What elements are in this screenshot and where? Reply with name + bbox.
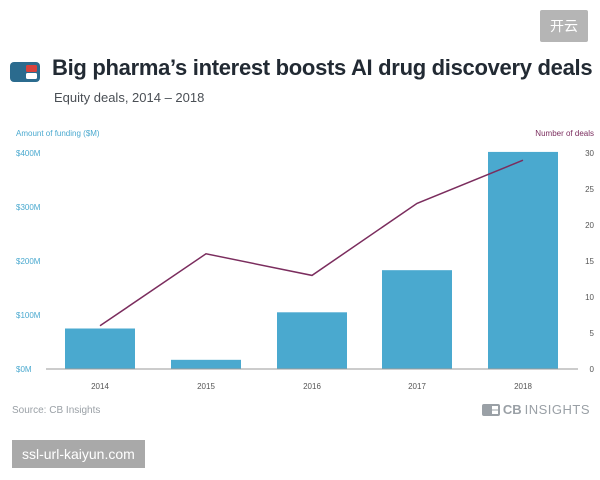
chart-title: Big pharma’s interest boosts AI drug dis… bbox=[52, 55, 593, 80]
brand-bold-text: CB bbox=[502, 402, 522, 417]
right-tick-label: 20 bbox=[585, 221, 594, 230]
x-axis: 2014 2015 2016 2017 2018 bbox=[91, 382, 532, 391]
funding-bar bbox=[277, 312, 347, 369]
funding-bar bbox=[65, 328, 135, 369]
cb-insights-brand: CB INSIGHTS bbox=[481, 402, 590, 417]
cb-insights-logo-icon bbox=[481, 403, 500, 416]
right-tick-label: 0 bbox=[590, 365, 595, 374]
funding-bar bbox=[171, 359, 241, 369]
brand-light-text: INSIGHTS bbox=[524, 402, 590, 417]
right-tick-label: 10 bbox=[585, 293, 594, 302]
right-axis: 0 5 10 15 20 25 30 bbox=[585, 149, 594, 374]
left-tick-label: $300M bbox=[16, 203, 41, 212]
line-series bbox=[99, 159, 524, 327]
x-tick-label: 2015 bbox=[197, 382, 215, 391]
right-tick-label: 5 bbox=[590, 329, 595, 338]
funding-bar bbox=[488, 151, 558, 369]
x-tick-label: 2018 bbox=[514, 382, 532, 391]
chart: Amount of funding ($M) Number of deals $… bbox=[16, 129, 595, 391]
right-tick-label: 25 bbox=[585, 185, 594, 194]
left-axis: $0M $100M $200M $300M $400M bbox=[16, 149, 41, 374]
cb-logo-icon bbox=[10, 62, 40, 82]
left-tick-label: $400M bbox=[16, 149, 41, 158]
funding-bar bbox=[382, 270, 452, 369]
right-tick-label: 30 bbox=[585, 149, 594, 158]
right-axis-title: Number of deals bbox=[535, 129, 594, 138]
left-tick-label: $0M bbox=[16, 365, 32, 374]
right-tick-label: 15 bbox=[585, 257, 594, 266]
left-tick-label: $100M bbox=[16, 311, 41, 320]
chart-subtitle: Equity deals, 2014 – 2018 bbox=[54, 90, 205, 105]
source-note: Source: CB Insights bbox=[12, 405, 101, 416]
left-tick-label: $200M bbox=[16, 257, 41, 266]
left-axis-title: Amount of funding ($M) bbox=[16, 129, 100, 138]
x-tick-label: 2014 bbox=[91, 382, 109, 391]
x-tick-label: 2016 bbox=[303, 382, 321, 391]
deals-line bbox=[99, 159, 524, 327]
corner-badge: 开云 bbox=[540, 10, 588, 42]
x-tick-label: 2017 bbox=[408, 382, 426, 391]
watermark-url: ssl-url-kaiyun.com bbox=[12, 440, 145, 468]
bar-series bbox=[65, 151, 558, 369]
